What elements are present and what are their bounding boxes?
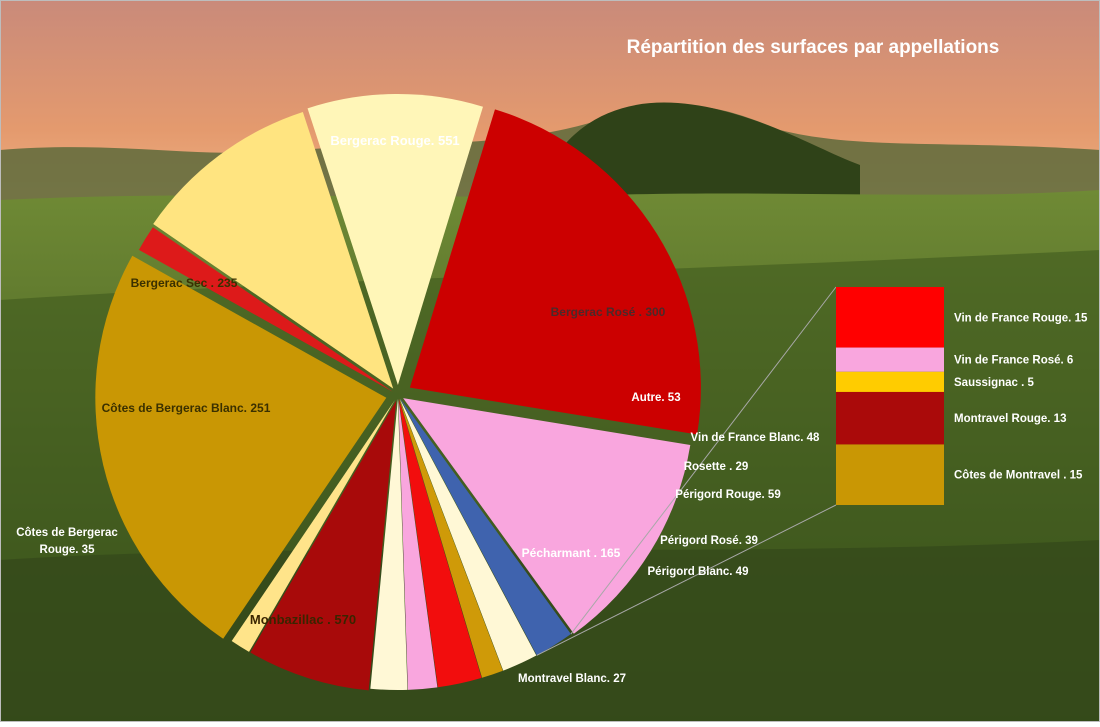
- data-label-vin-de-france-blanc: Vin de France Blanc. 48: [691, 432, 821, 444]
- breakdown-segment-montravel-rouge: [836, 391, 944, 445]
- pie-slice-bergerac-rose: [403, 398, 691, 634]
- data-label-bergerac-rose: Bergerac Rosé . 300: [551, 305, 666, 319]
- connector-lines: [536, 286, 837, 656]
- data-label-pecharmant: Pécharmant . 165: [522, 546, 621, 560]
- breakdown-segment-vin-de-france-rose: [836, 347, 944, 372]
- breakdown-label-vin-de-france-rouge: Vin de France Rouge. 15: [954, 312, 1088, 324]
- data-labels: Bergerac Rouge. 551 Bergerac Rosé . 300 Au…: [16, 133, 1088, 685]
- pie-slice-pecharmant: [250, 400, 397, 691]
- pie-slice-perigord-rouge: [398, 398, 482, 688]
- data-label-montravel-blanc: Montravel Blanc. 27: [518, 673, 626, 685]
- pie-slices: [95, 94, 701, 691]
- pie-slice-vin-de-france-blanc: [399, 398, 537, 671]
- pie-slice-rosette: [399, 398, 503, 678]
- pie-slice-autre: [400, 398, 571, 656]
- pie-slice-perigord-rose: [398, 398, 438, 690]
- breakdown-label-cotes-de-montravel: Côtes de Montravel . 15: [954, 470, 1083, 482]
- breakdown-segment-cotes-de-montravel: [836, 444, 944, 505]
- breakdown-segment-saussignac: [836, 371, 944, 392]
- pie-slice-montravel-blanc: [231, 400, 395, 652]
- pie-slice-bergerac-sec: [307, 94, 483, 386]
- data-label-cotes-de-bergerac-blanc: Côtes de Bergerac Blanc. 251: [102, 401, 271, 415]
- breakdown-segment-vin-de-france-rouge: [836, 287, 944, 348]
- detail-breakdown-bar: [836, 287, 944, 505]
- pie-slice-perigord-blanc: [370, 398, 408, 690]
- data-label-bergerac-rouge: Bergerac Rouge. 551: [330, 133, 459, 148]
- pie-slice-bergerac-rouge: [409, 109, 701, 435]
- breakdown-label-vin-de-france-rose: Vin de France Rosé. 6: [954, 355, 1073, 367]
- pie-slice-cotes-de-bergerac-rouge: [138, 227, 393, 392]
- data-label-autre: Autre. 53: [631, 392, 680, 404]
- breakdown-label-saussignac: Saussignac . 5: [954, 377, 1035, 389]
- data-label-perigord-rouge: Périgord Rouge. 59: [675, 489, 780, 501]
- data-label-monbazillac: Monbazillac . 570: [250, 612, 356, 627]
- data-label-perigord-blanc: Périgord Blanc. 49: [648, 566, 749, 578]
- connector-line-bottom: [536, 504, 837, 656]
- pie-slice-cotes-de-bergerac-blanc: [153, 111, 394, 389]
- data-label-cotes-de-bergerac-rouge: Côtes de Bergerac Rouge. 35: [16, 527, 118, 556]
- data-label-bergerac-sec: Bergerac Sec . 235: [131, 276, 238, 290]
- data-label-perigord-rose: Périgord Rosé. 39: [660, 535, 758, 547]
- data-label-rosette: Rosette . 29: [684, 461, 749, 473]
- connector-line-top: [570, 286, 837, 635]
- pie-slice-monbazillac: [95, 255, 387, 639]
- chart-title: Répartition des surfaces par appellation…: [627, 37, 1000, 58]
- breakdown-label-montravel-rouge: Montravel Rouge. 13: [954, 413, 1066, 425]
